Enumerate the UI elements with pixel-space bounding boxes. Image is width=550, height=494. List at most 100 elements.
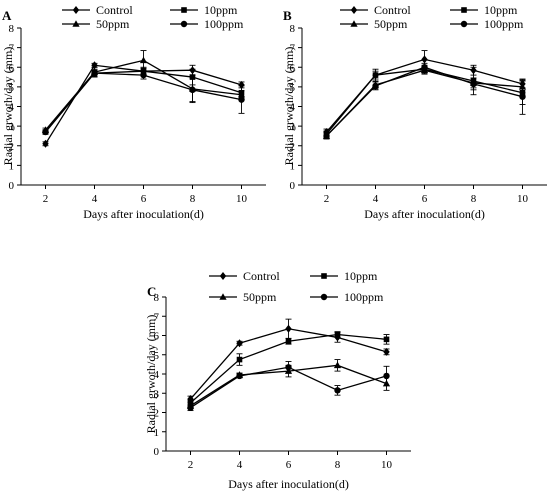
data-point xyxy=(236,356,243,363)
legend-marker xyxy=(321,273,327,279)
data-point xyxy=(187,395,194,404)
data-point xyxy=(236,339,243,348)
panel-label: A xyxy=(2,8,12,23)
y-tick-label: 6 xyxy=(290,62,296,74)
y-tick-label: 1 xyxy=(154,427,160,439)
chart-panel-b: B 0 1 2 3 4 5 6 7 8 2 4 6 8 10 Days after inoculation(d… xyxy=(282,3,547,221)
x-tick-label: 4 xyxy=(92,193,98,205)
x-tick-label: 10 xyxy=(236,193,248,205)
x-axis-label: Days after inoculation(d) xyxy=(228,477,349,491)
y-axis-label: Radial grwoth/day (mm) xyxy=(1,47,15,166)
data-point xyxy=(519,93,526,100)
y-tick-label: 2 xyxy=(290,141,296,153)
legend-item: 50ppm xyxy=(209,290,277,304)
legend-item: 100ppm xyxy=(310,290,384,304)
legend-item: Control xyxy=(340,3,411,17)
legend-label: 50ppm xyxy=(96,17,130,31)
data-point xyxy=(334,331,341,338)
data-point xyxy=(421,64,428,71)
x-axis-label: Days after inoculation(d) xyxy=(83,207,204,221)
legend-item: 100ppm xyxy=(170,17,244,31)
panel-label: C xyxy=(147,284,156,299)
legend-marker xyxy=(461,7,467,13)
legend-marker xyxy=(350,20,358,27)
legend-marker xyxy=(219,272,227,280)
legend-label: 100ppm xyxy=(344,290,384,304)
legend-label: 50ppm xyxy=(374,17,408,31)
y-tick-label: 5 xyxy=(290,82,296,94)
data-point xyxy=(334,387,341,394)
x-tick-label: 4 xyxy=(373,193,379,205)
data-point xyxy=(187,404,194,411)
y-tick-label: 3 xyxy=(154,388,160,400)
data-point xyxy=(383,336,390,343)
data-point xyxy=(285,364,292,371)
data-point xyxy=(140,71,147,79)
legend-marker xyxy=(219,293,227,300)
legend-marker xyxy=(181,7,187,13)
data-point xyxy=(285,324,292,333)
x-tick-label: 8 xyxy=(471,193,477,205)
x-tick-label: 4 xyxy=(237,459,243,471)
legend-item: 10ppm xyxy=(450,3,518,17)
data-point xyxy=(323,132,330,140)
x-tick-label: 10 xyxy=(517,193,529,205)
panel-label: B xyxy=(283,8,292,23)
y-tick-label: 2 xyxy=(9,141,15,153)
data-point xyxy=(372,82,379,90)
data-point xyxy=(470,80,477,88)
data-point xyxy=(383,372,390,380)
data-point xyxy=(42,128,49,136)
data-point xyxy=(236,372,243,380)
x-tick-label: 6 xyxy=(286,459,292,471)
legend-label: 50ppm xyxy=(243,290,277,304)
legend-item: 10ppm xyxy=(310,269,378,283)
legend-label: Control xyxy=(243,269,280,283)
legend-marker xyxy=(72,6,80,14)
y-tick-label: 0 xyxy=(154,446,160,458)
y-tick-label: 4 xyxy=(9,102,15,114)
legend-item: 50ppm xyxy=(62,17,130,31)
series-100ppm xyxy=(187,361,390,412)
data-point xyxy=(421,55,428,64)
series-line xyxy=(45,72,242,133)
y-tick-label: 0 xyxy=(9,180,15,192)
legend-label: Control xyxy=(96,3,133,17)
y-tick-label: 8 xyxy=(290,23,296,35)
legend-label: 10ppm xyxy=(484,3,518,17)
y-tick-label: 7 xyxy=(154,311,160,323)
y-tick-label: 0 xyxy=(290,180,296,192)
legend-item: Control xyxy=(209,269,280,283)
y-tick-label: 3 xyxy=(290,121,296,133)
y-tick-label: 5 xyxy=(9,82,15,94)
y-tick-label: 5 xyxy=(154,350,160,362)
legend-marker xyxy=(320,293,328,301)
legend-item: 10ppm xyxy=(170,3,238,17)
y-tick-label: 1 xyxy=(290,160,296,172)
y-tick-label: 3 xyxy=(9,121,15,133)
data-point xyxy=(372,72,379,78)
series-line xyxy=(326,68,523,135)
y-tick-label: 4 xyxy=(154,369,160,381)
y-tick-label: 7 xyxy=(9,43,15,55)
y-tick-label: 1 xyxy=(9,160,15,172)
x-tick-label: 6 xyxy=(141,193,147,205)
y-tick-label: 2 xyxy=(154,408,160,420)
data-point xyxy=(139,56,148,64)
data-point xyxy=(285,338,292,345)
series-100ppm xyxy=(42,69,245,136)
series-50ppm xyxy=(41,50,246,133)
x-tick-label: 10 xyxy=(381,459,393,471)
y-axis-label: Radial grwoth/day (mm) xyxy=(282,47,296,166)
legend-item: Control xyxy=(62,3,133,17)
y-tick-label: 4 xyxy=(290,102,296,114)
legend-marker xyxy=(460,20,468,28)
legend-label: 100ppm xyxy=(204,17,244,31)
data-point xyxy=(333,361,342,369)
data-point xyxy=(238,96,245,103)
x-tick-label: 8 xyxy=(190,193,196,205)
chart-panel-c: C 0 1 2 3 4 5 6 7 8 2 4 6 8 10 Days after inoculation(d… xyxy=(144,269,411,491)
series-line xyxy=(326,66,523,137)
y-axis-label: Radial grwoth/day (mm) xyxy=(144,315,158,434)
